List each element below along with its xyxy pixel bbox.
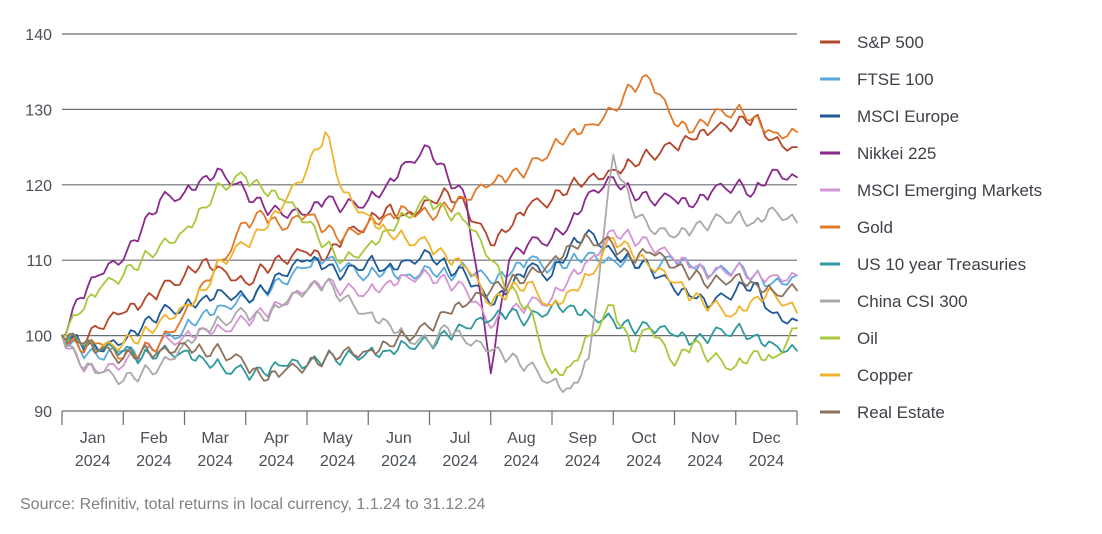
y-tick-label: 90 [34,404,52,421]
series-line-msci-europe [61,229,798,353]
legend-label-real-estate: Real Estate [857,403,945,422]
series-line-gold [61,74,798,360]
x-tick-label-year: 2024 [320,453,356,470]
series-line-oil [61,171,798,377]
x-tick-label-month: Aug [507,430,535,447]
x-tick-label-month: Jul [450,430,470,447]
x-tick-label-month: Dec [752,430,780,447]
x-tick-label-year: 2024 [565,453,601,470]
axes: 90 100 110 120 130 140 Jan 2024 Feb 2024 Mar 2024 Ap… [25,27,798,470]
series-line-copper [61,131,798,354]
line-chart: 90 100 110 120 130 140 Jan 2024 Feb 2024 Mar 2024 Ap… [25,27,1042,470]
x-tick-label-year: 2024 [136,453,172,470]
source-note: Source: Refinitiv, total returns in loca… [20,496,486,513]
x-tick-label-year: 2024 [197,453,233,470]
series-line-nikkei-225 [61,144,798,375]
x-tick-label-year: 2024 [687,453,723,470]
x-tick-label-month: Oct [631,430,656,447]
x-tick-label-month: Jan [80,430,106,447]
legend-label-msci-emerging-markets: MSCI Emerging Markets [857,181,1042,200]
x-tick-label-month: Nov [691,430,719,447]
legend-label-ftse-100: FTSE 100 [857,70,934,89]
x-tick-label-month: Jun [386,430,412,447]
legend-label-us-10-year-treasuries: US 10 year Treasuries [857,255,1026,274]
legend-label-msci-europe: MSCI Europe [857,107,959,126]
x-tick-label-month: Mar [201,430,229,447]
x-tick-label-month: Feb [140,430,168,447]
y-tick-label: 130 [25,102,52,119]
legend-label-nikkei-225: Nikkei 225 [857,144,936,163]
y-tick-label: 100 [25,329,52,346]
legend-label-gold: Gold [857,218,893,237]
series-lines [61,74,798,394]
x-tick-label-year: 2024 [75,453,111,470]
series-line-real-estate [61,232,798,382]
legend-label-oil: Oil [857,329,878,348]
series-line-us-10-year-treasuries [61,299,798,381]
legend: S&P 500 FTSE 100 MSCI Europe Nikkei 225 MSCI… [820,33,1042,422]
legend-label-copper: Copper [857,366,913,385]
x-tick-label-year: 2024 [442,453,478,470]
series-line-msci-emerging-markets [61,228,798,375]
x-tick-label-month: Sep [568,430,597,447]
legend-label-s-p-500: S&P 500 [857,33,924,52]
x-tick-label-year: 2024 [381,453,417,470]
x-tick-label-month: Apr [264,430,290,447]
x-tick-label-month: May [323,430,353,447]
x-tick-label-year: 2024 [749,453,785,470]
x-tick-label-year: 2024 [259,453,295,470]
chart-area: 90 100 110 120 130 140 Jan 2024 Feb 2024 Mar 2024 Ap… [25,27,1042,470]
x-tick-label-year: 2024 [504,453,540,470]
y-tick-label: 110 [26,253,52,270]
y-tick-label: 120 [25,178,52,195]
y-tick-label: 140 [25,27,52,44]
legend-label-china-csi-300: China CSI 300 [857,292,968,311]
x-tick-label-year: 2024 [626,453,662,470]
